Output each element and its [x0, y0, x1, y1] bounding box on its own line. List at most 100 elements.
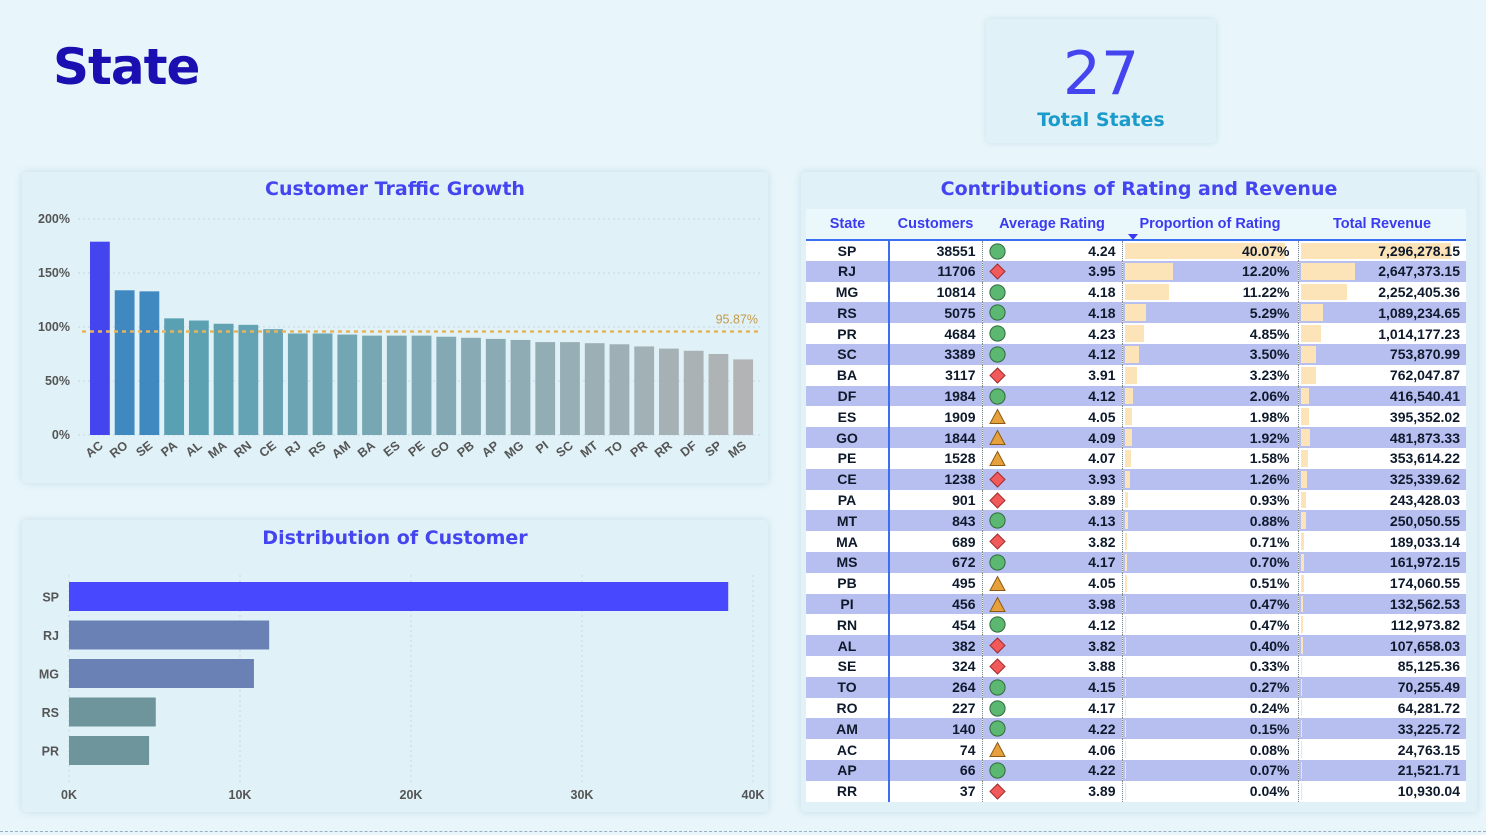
bar-to[interactable] — [609, 344, 630, 435]
cell-proportion-of-rating: 0.47% — [1122, 593, 1299, 615]
revenue-value: 70,255.49 — [1397, 679, 1460, 696]
bar-ce[interactable] — [263, 329, 283, 435]
revenue-value: 112,973.82 — [1390, 616, 1460, 633]
column-header-state[interactable]: State — [806, 209, 889, 241]
bar-df[interactable] — [683, 350, 704, 435]
bar-mg[interactable] — [510, 339, 531, 435]
table-row[interactable]: CE 1238 3.93 1.26% 325,339.62 — [806, 468, 1466, 490]
bar-mt[interactable] — [584, 343, 605, 435]
proportion-value: 0.33% — [1249, 658, 1290, 675]
rating-value: 4.07 — [1088, 450, 1116, 467]
table-row[interactable]: TO 264 4.15 0.27% 70,255.49 — [806, 676, 1466, 698]
table-row[interactable]: MS 672 4.17 0.70% 161,972.15 — [806, 551, 1466, 573]
bar-mg[interactable] — [69, 659, 254, 688]
bar-sp[interactable] — [69, 582, 729, 611]
bar-es[interactable] — [386, 335, 407, 435]
bar-ro[interactable] — [114, 290, 135, 435]
x-tick-label: SE — [133, 438, 155, 459]
bar-ap[interactable] — [485, 338, 506, 435]
table-row[interactable]: SE 324 3.88 0.33% 85,125.36 — [806, 655, 1466, 677]
bar-pr[interactable] — [69, 736, 150, 765]
column-header-average-rating[interactable]: Average Rating — [982, 209, 1122, 241]
table-row[interactable]: MT 843 4.13 0.88% 250,050.55 — [806, 510, 1466, 532]
cell-proportion-of-rating: 0.27% — [1122, 676, 1299, 698]
cell-customers: 1909 — [889, 406, 982, 428]
column-header-label: Proportion of Rating — [1139, 216, 1281, 232]
column-header-proportion-of-rating[interactable]: Proportion of Rating — [1122, 209, 1298, 241]
cell-proportion-of-rating: 0.24% — [1122, 697, 1299, 719]
proportion-value: 12.20% — [1242, 263, 1290, 280]
total-states-card[interactable]: 27 Total States — [986, 19, 1216, 143]
proportion-value: 0.04% — [1249, 783, 1290, 800]
sort-descending-icon[interactable] — [1128, 234, 1138, 240]
bar-rj[interactable] — [69, 620, 270, 650]
proportion-value: 2.06% — [1249, 387, 1290, 404]
bar-sp[interactable] — [708, 354, 729, 435]
bar-ba[interactable] — [362, 335, 382, 435]
table-row[interactable]: MG 10814 4.18 11.22% 2,252,405.36 — [806, 281, 1466, 303]
proportion-databar — [1124, 657, 1126, 675]
bar-sc[interactable] — [560, 342, 580, 435]
table-row[interactable]: RN 454 4.12 0.47% 112,973.82 — [806, 614, 1466, 636]
revenue-value: 1,014,177.23 — [1378, 325, 1460, 342]
cell-total-revenue: 7,296,278.15 — [1298, 240, 1466, 261]
table-row[interactable]: GO 1844 4.09 1.92% 481,873.33 — [806, 427, 1466, 448]
table-row[interactable]: BA 3117 3.91 3.23% 762,047.87 — [806, 364, 1466, 386]
bar-am[interactable] — [337, 334, 358, 435]
customer-traffic-growth-chart[interactable]: Customer Traffic Growth 0% 50% 100% 150% 200… — [22, 172, 768, 483]
bar-pr[interactable] — [634, 346, 655, 435]
cell-state: AL — [806, 635, 890, 656]
proportion-value: 0.51% — [1249, 575, 1290, 592]
x-tick-label: PR — [628, 438, 650, 460]
table-row[interactable]: PB 495 4.05 0.51% 174,060.55 — [806, 572, 1466, 594]
cell-proportion-of-rating: 0.93% — [1122, 489, 1299, 511]
x-tick-label: RO — [107, 438, 131, 461]
bar-ma[interactable] — [213, 323, 234, 435]
bar-rr[interactable] — [659, 348, 679, 435]
bar-rs[interactable] — [69, 697, 156, 727]
table-row[interactable]: PA 901 3.89 0.93% 243,428.03 — [806, 489, 1466, 511]
table-row[interactable]: RO 227 4.17 0.24% 64,281.72 — [806, 697, 1466, 719]
table-row[interactable]: PI 456 3.98 0.47% 132,562.53 — [806, 593, 1466, 615]
bar-pi[interactable] — [535, 342, 556, 435]
x-tick-label: RS — [306, 438, 328, 460]
table-row[interactable]: AM 140 4.22 0.15% 33,225.72 — [806, 718, 1466, 740]
column-header-total-revenue[interactable]: Total Revenue — [1298, 209, 1466, 241]
table-row[interactable]: AP 66 4.22 0.07% 21,521.71 — [806, 759, 1466, 781]
table-row[interactable]: RR 37 3.89 0.04% 10,930.04 — [806, 780, 1466, 802]
distribution-of-customer-chart[interactable]: Distribution of Customer 0K 10K 20K 30K 40K S… — [22, 520, 768, 812]
bar-rs[interactable] — [312, 333, 333, 435]
bar-pb[interactable] — [461, 337, 481, 435]
cell-total-revenue: 112,973.82 — [1298, 614, 1466, 636]
table-row[interactable]: DF 1984 4.12 2.06% 416,540.41 — [806, 385, 1466, 407]
proportion-value: 0.71% — [1249, 533, 1290, 550]
green-circle-icon — [988, 699, 1006, 717]
table-row[interactable]: RS 5075 4.18 5.29% 1,089,234.65 — [806, 302, 1466, 324]
table-row[interactable]: AL 382 3.82 0.40% 107,658.03 — [806, 635, 1466, 656]
bar-pa[interactable] — [164, 318, 185, 435]
bar-se[interactable] — [139, 291, 160, 435]
bar-ms[interactable] — [733, 359, 754, 435]
bar-go[interactable] — [436, 336, 457, 435]
bar-rn[interactable] — [238, 324, 259, 435]
proportion-databar — [1124, 512, 1128, 530]
revenue-databar — [1300, 491, 1306, 509]
table-row[interactable]: PE 1528 4.07 1.58% 353,614.22 — [806, 447, 1466, 469]
column-header-customers[interactable]: Customers — [889, 209, 982, 241]
bar-ac[interactable] — [90, 241, 110, 435]
table-row[interactable]: SC 3389 4.12 3.50% 753,870.99 — [806, 343, 1466, 365]
bar-al[interactable] — [188, 320, 209, 435]
table-row[interactable]: PR 4684 4.23 4.85% 1,014,177.23 — [806, 323, 1466, 344]
cell-customers: 382 — [889, 635, 982, 656]
table-row[interactable]: MA 689 3.82 0.71% 189,033.14 — [806, 531, 1466, 552]
table-row[interactable]: AC 74 4.06 0.08% 24,763.15 — [806, 739, 1466, 760]
cell-proportion-of-rating: 3.23% — [1122, 364, 1299, 386]
table-row[interactable]: SP 38551 4.24 40.07% 7,296,278.15 — [806, 240, 1466, 261]
table-row[interactable]: ES 1909 4.05 1.98% 395,352.02 — [806, 406, 1466, 428]
bar-pe[interactable] — [411, 335, 432, 435]
bar-rj[interactable] — [287, 333, 308, 435]
cell-total-revenue: 10,930.04 — [1298, 780, 1466, 802]
red-diamond-icon — [988, 783, 1006, 800]
table-row[interactable]: RJ 11706 3.95 12.20% 2,647,373.15 — [806, 260, 1466, 282]
rating-revenue-table[interactable]: State Customers Average Rating Proportio… — [806, 209, 1466, 802]
